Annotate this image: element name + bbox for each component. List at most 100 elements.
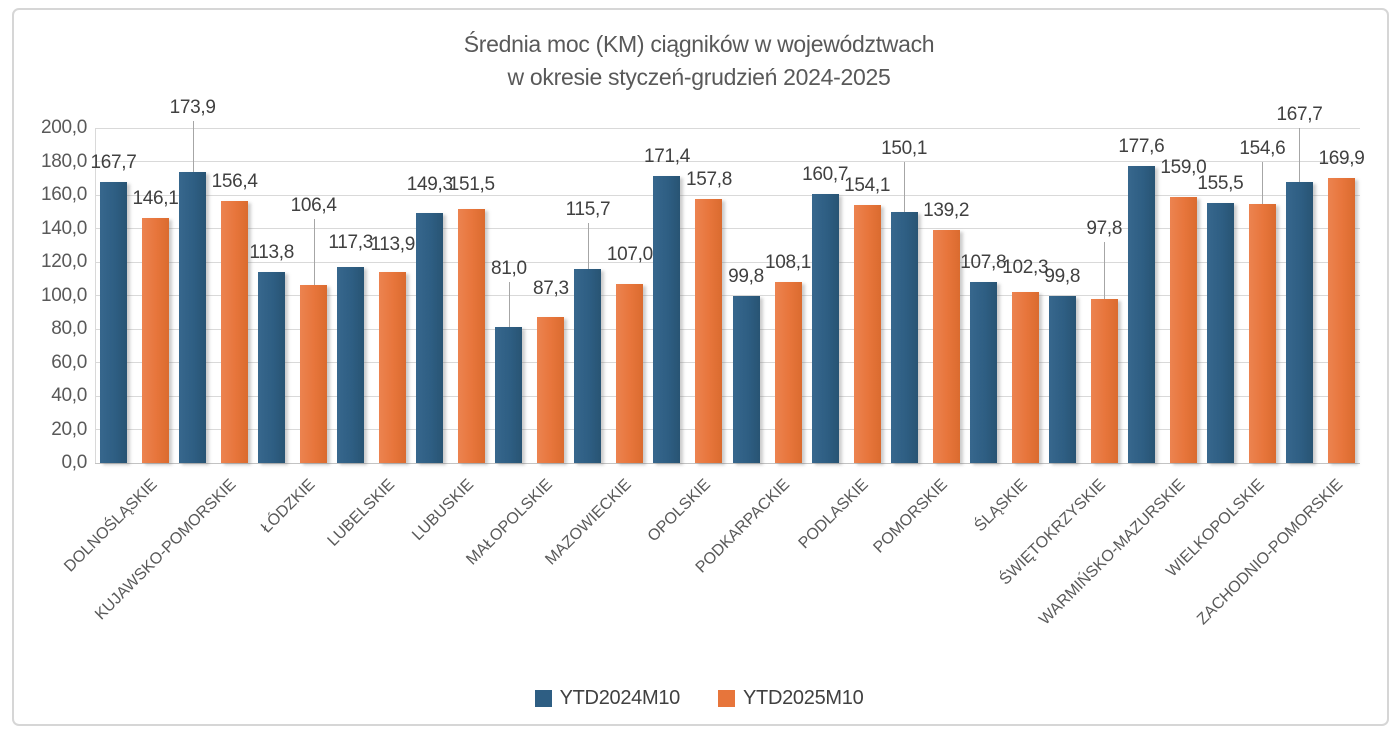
x-axis-line bbox=[95, 462, 1360, 464]
y-axis-line bbox=[95, 128, 96, 463]
data-label-leader-line bbox=[192, 120, 194, 172]
gridline bbox=[95, 362, 1360, 363]
data-label: 169,9 bbox=[1318, 148, 1365, 170]
data-label: 106,4 bbox=[290, 194, 337, 216]
y-axis-tick-label: 140,0 bbox=[40, 217, 87, 239]
legend-swatch-orange-icon bbox=[718, 690, 735, 707]
bar-ytd2025m10-śląskie[interactable] bbox=[1011, 291, 1039, 463]
data-label: 115,7 bbox=[565, 199, 611, 221]
gridline bbox=[95, 161, 1360, 162]
data-label: 107,8 bbox=[960, 252, 1007, 274]
bar-ytd2025m10-wielkopolskie[interactable] bbox=[1248, 204, 1276, 463]
data-label: 167,7 bbox=[1276, 104, 1323, 126]
data-label-leader-line bbox=[313, 218, 315, 285]
x-axis-category-label: PODLASKIE bbox=[795, 476, 873, 553]
data-label: 113,8 bbox=[249, 242, 294, 264]
bar-ytd2025m10-warmińsko-mazurskie[interactable] bbox=[1169, 196, 1197, 463]
bar-ytd2025m10-pomorskie[interactable] bbox=[932, 229, 960, 463]
y-axis-tick-label: 40,0 bbox=[51, 385, 87, 406]
bar-ytd2024m10-śląskie[interactable] bbox=[969, 282, 997, 463]
y-axis-tick-label: 200,0 bbox=[40, 117, 87, 138]
data-label: 107,0 bbox=[606, 243, 653, 265]
y-axis-tick-label: 80,0 bbox=[51, 318, 87, 339]
x-axis-category-label: WARMIŃSKO-MAZURSKIE bbox=[1035, 476, 1189, 629]
data-label: 167,7 bbox=[90, 152, 137, 174]
legend-label-ytd2024m10: YTD2024M10 bbox=[559, 687, 681, 709]
bar-ytd2025m10-lubuskie[interactable] bbox=[458, 209, 486, 463]
data-label-leader-line bbox=[1262, 162, 1264, 205]
gridline bbox=[95, 194, 1360, 196]
bar-ytd2025m10-lubelskie[interactable] bbox=[379, 272, 407, 463]
x-axis-category-label: ŁÓDZKIE bbox=[258, 476, 319, 537]
data-label: 154,1 bbox=[844, 174, 891, 196]
bar-ytd2025m10-mazowieckie[interactable] bbox=[616, 283, 644, 463]
data-label: 102,3 bbox=[1002, 256, 1049, 278]
bar-ytd2024m10-wielkopolskie[interactable] bbox=[1206, 202, 1234, 463]
y-axis-tick-label: 20,0 bbox=[51, 418, 87, 440]
data-label-leader-line bbox=[1104, 242, 1106, 300]
bar-ytd2025m10-dolnośląskie[interactable] bbox=[142, 218, 170, 463]
data-label: 155,5 bbox=[1197, 172, 1244, 194]
gridline bbox=[95, 429, 1360, 430]
legend-swatch-blue-icon bbox=[534, 690, 552, 707]
x-axis-category-label: LUBELSKIE bbox=[324, 476, 398, 550]
bar-ytd2024m10-pomorskie[interactable] bbox=[890, 211, 918, 463]
bar-ytd2024m10-opolskie[interactable] bbox=[653, 175, 681, 463]
bar-ytd2025m10-opolskie[interactable] bbox=[695, 198, 723, 463]
y-axis-tick-label: 160,0 bbox=[40, 184, 87, 205]
data-label: 173,9 bbox=[169, 96, 216, 118]
y-axis-tick-label: 60,0 bbox=[51, 351, 87, 373]
y-axis-tick-label: 120,0 bbox=[40, 251, 87, 272]
x-axis-category-label: POMORSKIE bbox=[870, 476, 952, 557]
bar-ytd2025m10-podlaskie[interactable] bbox=[853, 204, 881, 463]
bar-ytd2024m10-świętokrzyskie[interactable] bbox=[1048, 295, 1076, 463]
data-label: 139,2 bbox=[923, 199, 970, 221]
data-label: 160,7 bbox=[802, 163, 849, 185]
bar-ytd2024m10-podkarpackie[interactable] bbox=[732, 295, 760, 463]
data-label: 97,8 bbox=[1086, 218, 1123, 240]
bar-ytd2024m10-mazowieckie[interactable] bbox=[574, 269, 602, 463]
y-axis-tick-label: 180,0 bbox=[40, 150, 87, 172]
x-axis-category-label: ŚLĄSKIE bbox=[971, 476, 1031, 536]
bar-ytd2025m10-zachodnio-pomorskie[interactable] bbox=[1327, 178, 1355, 463]
data-label: 113,9 bbox=[370, 234, 416, 256]
gridline bbox=[95, 295, 1360, 296]
data-label: 157,8 bbox=[685, 168, 732, 190]
bar-ytd2025m10-małopolskie[interactable] bbox=[537, 316, 565, 463]
bar-ytd2024m10-zachodnio-pomorskie[interactable] bbox=[1285, 182, 1313, 463]
bar-ytd2024m10-podlaskie[interactable] bbox=[811, 193, 839, 463]
bar-ytd2024m10-dolnośląskie[interactable] bbox=[100, 182, 128, 463]
legend-item-ytd2024m10: YTD2024M10 bbox=[534, 687, 681, 710]
bar-ytd2025m10-łódzkie[interactable] bbox=[300, 284, 328, 463]
data-label: 171,4 bbox=[643, 145, 690, 167]
data-label: 117,3 bbox=[328, 231, 374, 253]
chart-title: Średnia moc (KM) ciągników w województwa… bbox=[0, 28, 1398, 94]
x-axis-category-label: MAZOWIECKIE bbox=[542, 476, 635, 569]
data-label: 177,6 bbox=[1118, 135, 1165, 157]
data-label: 87,3 bbox=[532, 277, 569, 299]
bar-ytd2025m10-kujawsko-pomorskie[interactable] bbox=[221, 201, 249, 463]
legend: YTD2024M10 YTD2025M10 bbox=[0, 687, 1398, 710]
data-label: 156,4 bbox=[211, 171, 258, 193]
data-label-leader-line bbox=[508, 282, 510, 328]
x-axis-category-label: LUBUSKIE bbox=[408, 476, 477, 544]
gridline bbox=[95, 395, 1360, 397]
data-label: 159,0 bbox=[1160, 156, 1207, 178]
data-label: 99,8 bbox=[728, 265, 764, 287]
data-label: 146,1 bbox=[132, 188, 179, 210]
bar-ytd2024m10-kujawsko-pomorskie[interactable] bbox=[179, 171, 207, 463]
legend-item-ytd2025m10: YTD2025M10 bbox=[718, 687, 864, 710]
data-label: 151,5 bbox=[448, 174, 495, 196]
bar-ytd2025m10-podkarpackie[interactable] bbox=[774, 281, 802, 463]
bar-ytd2024m10-łódzkie[interactable] bbox=[258, 272, 286, 463]
data-label: 149,3 bbox=[406, 173, 453, 195]
data-label: 154,6 bbox=[1239, 138, 1286, 160]
gridline bbox=[95, 127, 1360, 129]
data-label: 150,1 bbox=[881, 137, 928, 159]
chart-title-line1: Średnia moc (KM) ciągników w województwa… bbox=[463, 31, 935, 57]
bar-ytd2024m10-lubuskie[interactable] bbox=[416, 212, 444, 463]
bar-ytd2024m10-warmińsko-mazurskie[interactable] bbox=[1127, 165, 1155, 463]
bar-ytd2024m10-małopolskie[interactable] bbox=[495, 327, 523, 463]
bar-ytd2024m10-lubelskie[interactable] bbox=[337, 266, 365, 463]
bar-ytd2025m10-świętokrzyskie[interactable] bbox=[1090, 299, 1118, 463]
